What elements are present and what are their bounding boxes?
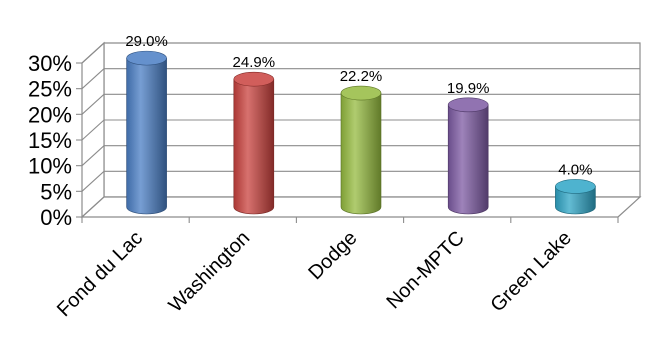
gridline [81, 68, 640, 90]
y-tick-label: 25% [28, 77, 72, 102]
data-label: 29.0% [125, 33, 168, 50]
bar-body [340, 92, 382, 215]
y-tick-label: 30% [28, 51, 72, 76]
bar-body [233, 78, 275, 215]
bar-body [126, 57, 167, 215]
x-tick-label: Non-MPTC [382, 227, 468, 313]
data-label: 4.0% [558, 161, 592, 178]
x-tick-label: Washington [165, 227, 255, 317]
x-tick-label: Green Lake [486, 227, 575, 316]
data-label: 24.9% [233, 54, 276, 71]
y-tick-label: 0% [40, 205, 72, 230]
x-tick-label: Fond du Lac [53, 227, 147, 321]
bar-top [233, 71, 275, 87]
bar [555, 179, 596, 215]
gridline [81, 42, 640, 64]
y-tick-label: 15% [28, 128, 72, 153]
bar [340, 85, 382, 215]
bar-top [447, 97, 489, 113]
x-tick-label: Dodge [304, 227, 361, 284]
y-tick-label: 5% [40, 179, 72, 204]
x-axis-ticks: Fond du Lac Washington Dodge Non-MPTC Green … [53, 217, 619, 321]
y-axis-ticks: 0%5%10%15%20%25%30% [28, 51, 82, 230]
bars [126, 50, 596, 215]
bar-top [126, 50, 167, 66]
data-label: 19.9% [447, 80, 490, 97]
y-tick-label: 20% [28, 102, 72, 127]
data-labels: 29.0% 24.9% 22.2% 19.9% 4.0% [125, 33, 592, 178]
gridline [81, 93, 640, 115]
bar [126, 50, 167, 215]
bar [447, 97, 489, 215]
bar [233, 71, 275, 215]
y-tick-label: 10% [28, 154, 72, 179]
bar-body [447, 104, 489, 215]
bar-body [555, 186, 596, 215]
bar-top [555, 179, 596, 194]
bar-top [340, 85, 382, 101]
data-label: 22.2% [340, 68, 383, 85]
